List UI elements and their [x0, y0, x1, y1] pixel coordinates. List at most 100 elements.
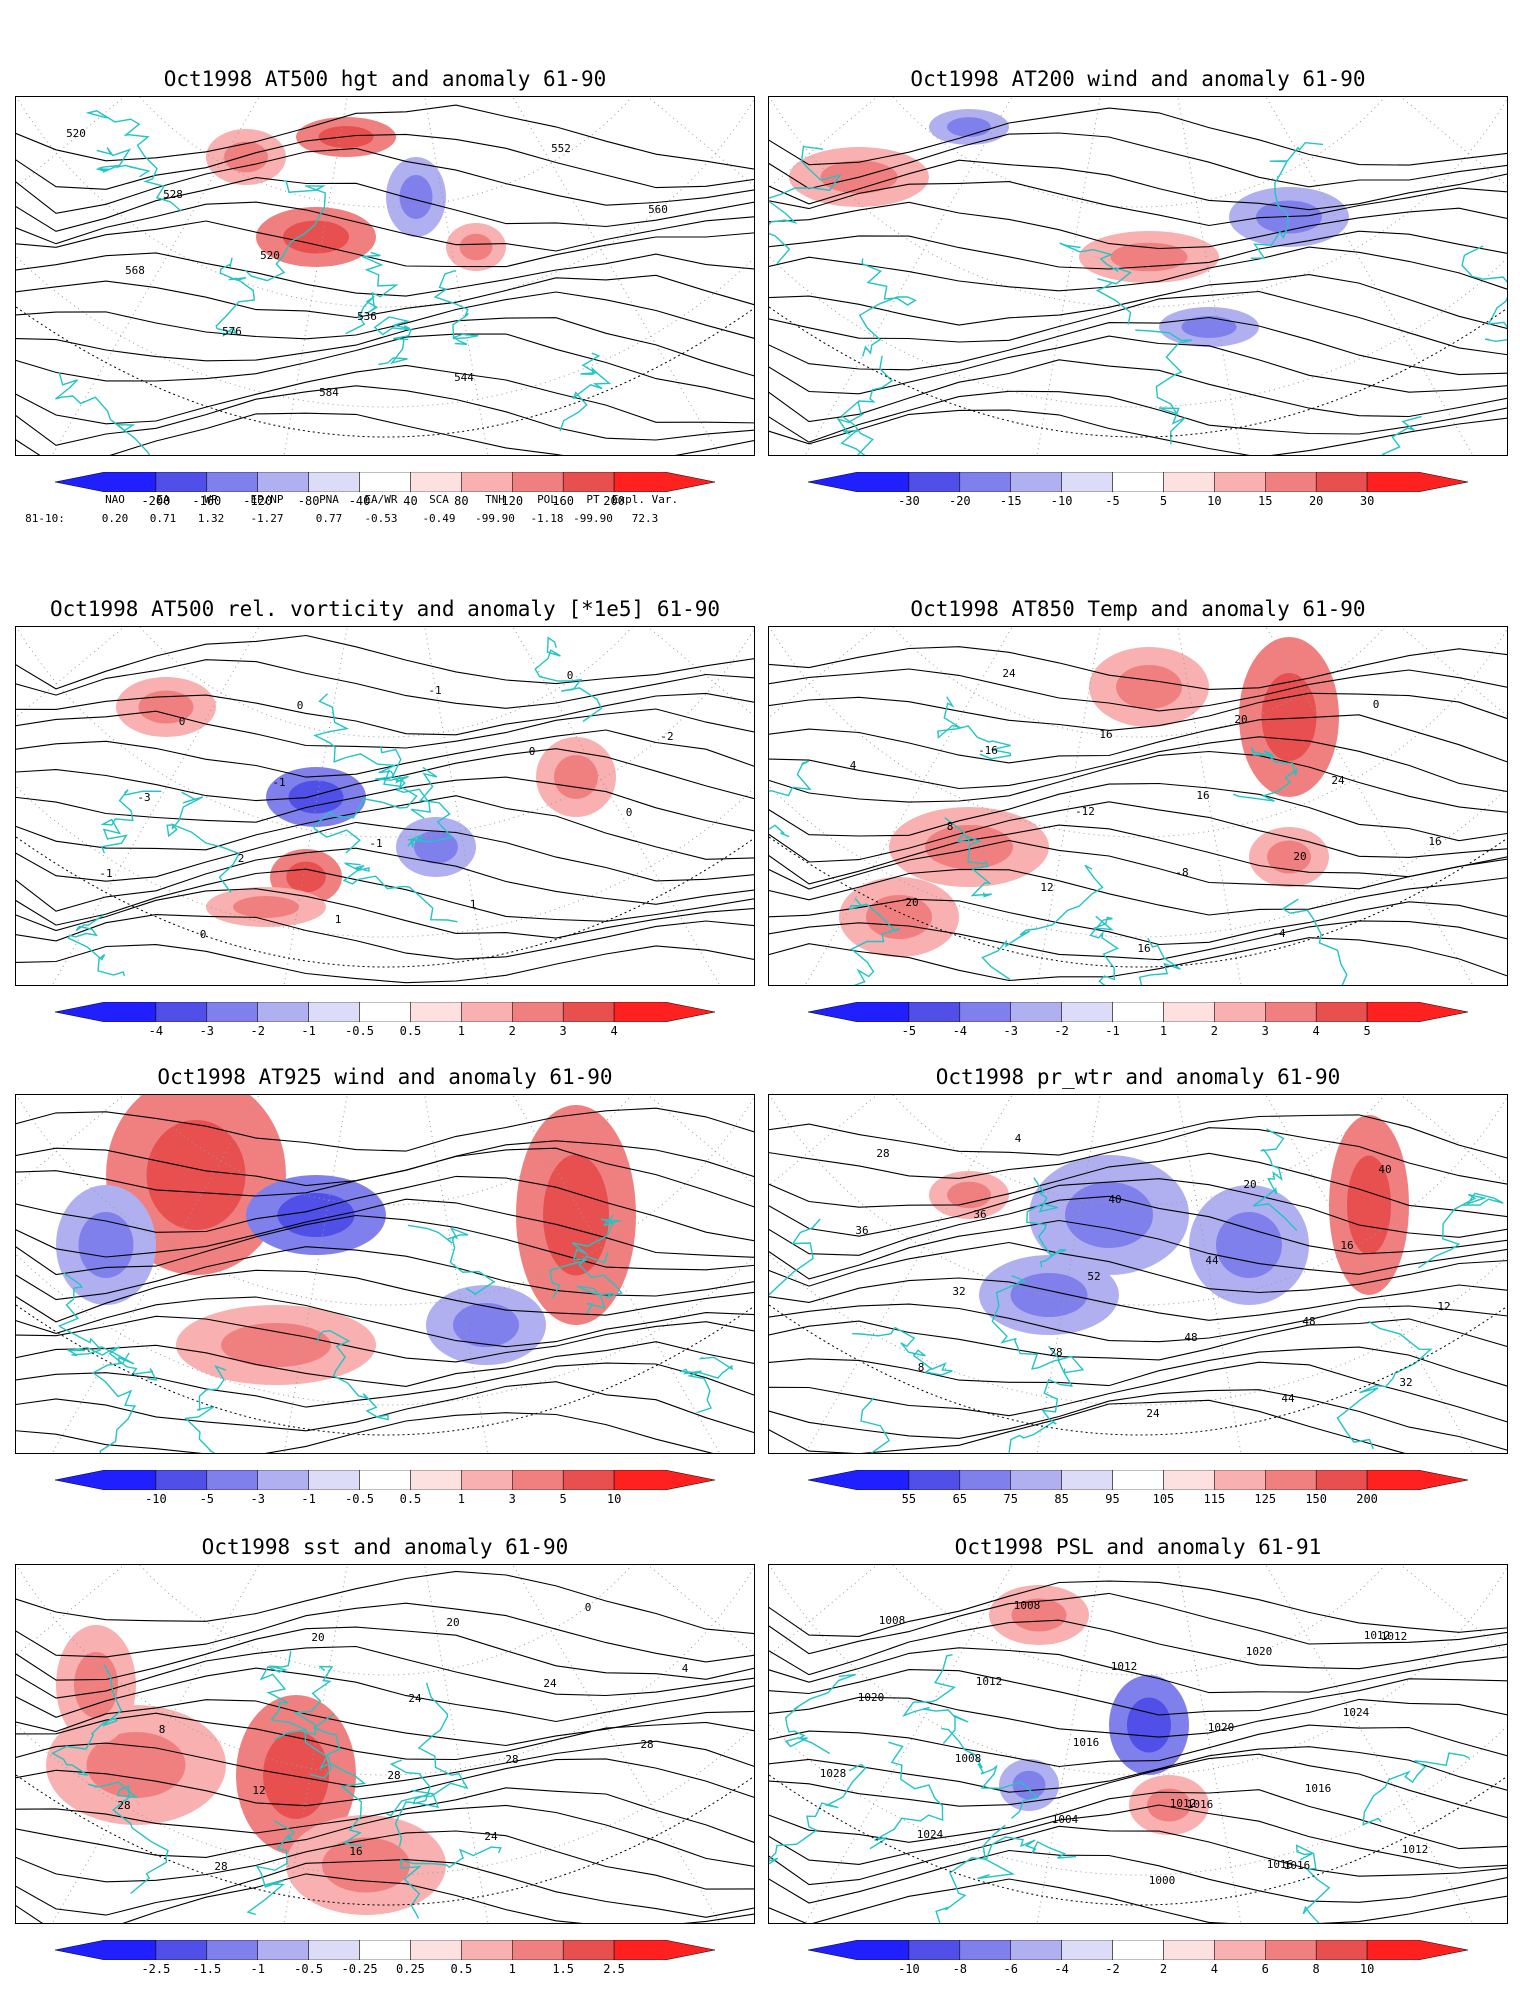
colorbar — [808, 1002, 1468, 1022]
colorbar-segment — [1265, 1940, 1317, 1960]
anomaly-core — [288, 780, 344, 814]
polar-map — [16, 1095, 754, 1453]
anomaly-core — [543, 1154, 609, 1276]
colorbar-tick-label: 0.25 — [396, 1962, 425, 1976]
contour-label: 1012 — [1111, 1660, 1138, 1673]
coastline — [769, 760, 812, 838]
index-header: EA/WR — [364, 493, 398, 506]
contour-line — [769, 801, 1507, 863]
contour-line — [16, 1570, 754, 1635]
contour-line — [16, 1198, 754, 1258]
contour-label: 24 — [408, 1692, 422, 1705]
coastline — [292, 1665, 334, 1779]
contour-label: 1016 — [1267, 1858, 1294, 1871]
contour-label: 16 — [1428, 835, 1441, 848]
contour-label: -3 — [137, 791, 150, 804]
coastline — [852, 1326, 953, 1376]
coastline — [58, 1271, 135, 1365]
colorbar-tick-label: -80 — [297, 494, 320, 508]
colorbar-segment — [461, 1940, 513, 1960]
contour-line — [16, 133, 754, 190]
coastline — [400, 1846, 502, 1919]
colorbar-tick-label: 6 — [1261, 1962, 1269, 1976]
contour-line — [16, 1758, 754, 1807]
coastline — [184, 1365, 227, 1453]
contour-label: 1020 — [1246, 1645, 1273, 1658]
contour-line — [769, 290, 1507, 356]
meridian — [1177, 97, 1242, 455]
colorbar-segment — [206, 1002, 258, 1022]
polar-map: 1016101610121020100810041000102010241028… — [769, 1565, 1508, 1923]
index-header: TNH — [485, 493, 505, 506]
contour-label: 16 — [1196, 789, 1209, 802]
coastline — [1026, 1177, 1067, 1268]
coastline — [534, 636, 603, 723]
contour-line — [16, 1269, 754, 1323]
colorbar-tick-label: 30 — [1359, 494, 1375, 508]
colorbar-segment — [1214, 472, 1266, 492]
contour-label: 24 — [484, 1830, 498, 1843]
colorbar-segment — [808, 472, 910, 492]
panel-title: Oct1998 AT925 wind and anomaly 61-90 — [157, 1065, 613, 1089]
panel-wind200: Oct1998 AT200 wind and anomaly 61-90 -30… — [768, 62, 1508, 522]
coastline — [848, 898, 901, 985]
colorbar — [808, 472, 1468, 492]
colorbar-tick-label: 40 — [403, 494, 418, 508]
index-row-label: 81-10: — [25, 512, 65, 525]
meridian — [1036, 1565, 1101, 1923]
meridian — [1265, 97, 1474, 455]
meridian — [283, 1565, 348, 1923]
contour-label: 48 — [1302, 1315, 1315, 1328]
coastline — [840, 355, 893, 455]
contour-label: 28 — [505, 1753, 518, 1766]
coastline — [244, 179, 327, 282]
meridian — [804, 1095, 1013, 1453]
meridian — [16, 627, 125, 719]
coastline — [935, 1824, 1006, 1923]
index-header: NAO — [105, 493, 125, 506]
colorbar-segment — [1010, 1940, 1062, 1960]
meridian — [647, 1095, 754, 1185]
contour-label: 4 — [850, 759, 857, 772]
colorbar-segment — [257, 472, 309, 492]
colorbar-tick-label: -1.5 — [192, 1962, 222, 1976]
colorbar-segment — [1315, 1002, 1368, 1022]
colorbar-tick-label: -5 — [199, 1492, 215, 1506]
meridian — [804, 627, 1013, 985]
meridian — [16, 97, 386, 116]
coastline — [977, 1836, 1077, 1880]
contour-line — [769, 868, 1507, 916]
colorbar-segment — [1163, 1002, 1215, 1022]
meridian — [51, 1565, 260, 1923]
colorbar-segment — [257, 1470, 309, 1490]
contour-label: -1 — [428, 684, 441, 697]
contour-line — [769, 1127, 1507, 1185]
coastline — [373, 316, 413, 366]
anomaly-core — [947, 1181, 991, 1209]
contour-line — [16, 1804, 754, 1867]
contour-label: 28 — [640, 1738, 653, 1751]
coastline — [1233, 747, 1298, 802]
index-value: -0.49 — [422, 512, 456, 525]
colorbar-segment — [808, 1940, 910, 1960]
contour-label: 1028 — [820, 1767, 847, 1780]
contour-line — [769, 839, 1507, 890]
coastline — [576, 1251, 623, 1314]
meridian — [1400, 627, 1507, 717]
contour-line — [16, 385, 754, 446]
contour-line — [16, 1740, 754, 1788]
contour-label: 16 — [1137, 942, 1150, 955]
coastline — [858, 258, 917, 357]
anomaly-core — [286, 861, 326, 893]
colorbar-segment — [1061, 472, 1113, 492]
anomaly-core — [866, 895, 932, 939]
meridian — [1139, 1565, 1508, 1584]
contour-label: 0 — [626, 806, 633, 819]
panel-title: Oct1998 sst and anomaly 61-90 — [201, 1535, 569, 1559]
contour-line — [769, 692, 1507, 731]
contour-line — [16, 317, 754, 377]
colorbar-tick-label: 80 — [454, 494, 469, 508]
colorbar-segment — [206, 472, 258, 492]
coastline — [407, 1224, 496, 1295]
colorbar-tick-label: 1.5 — [552, 1962, 575, 1976]
